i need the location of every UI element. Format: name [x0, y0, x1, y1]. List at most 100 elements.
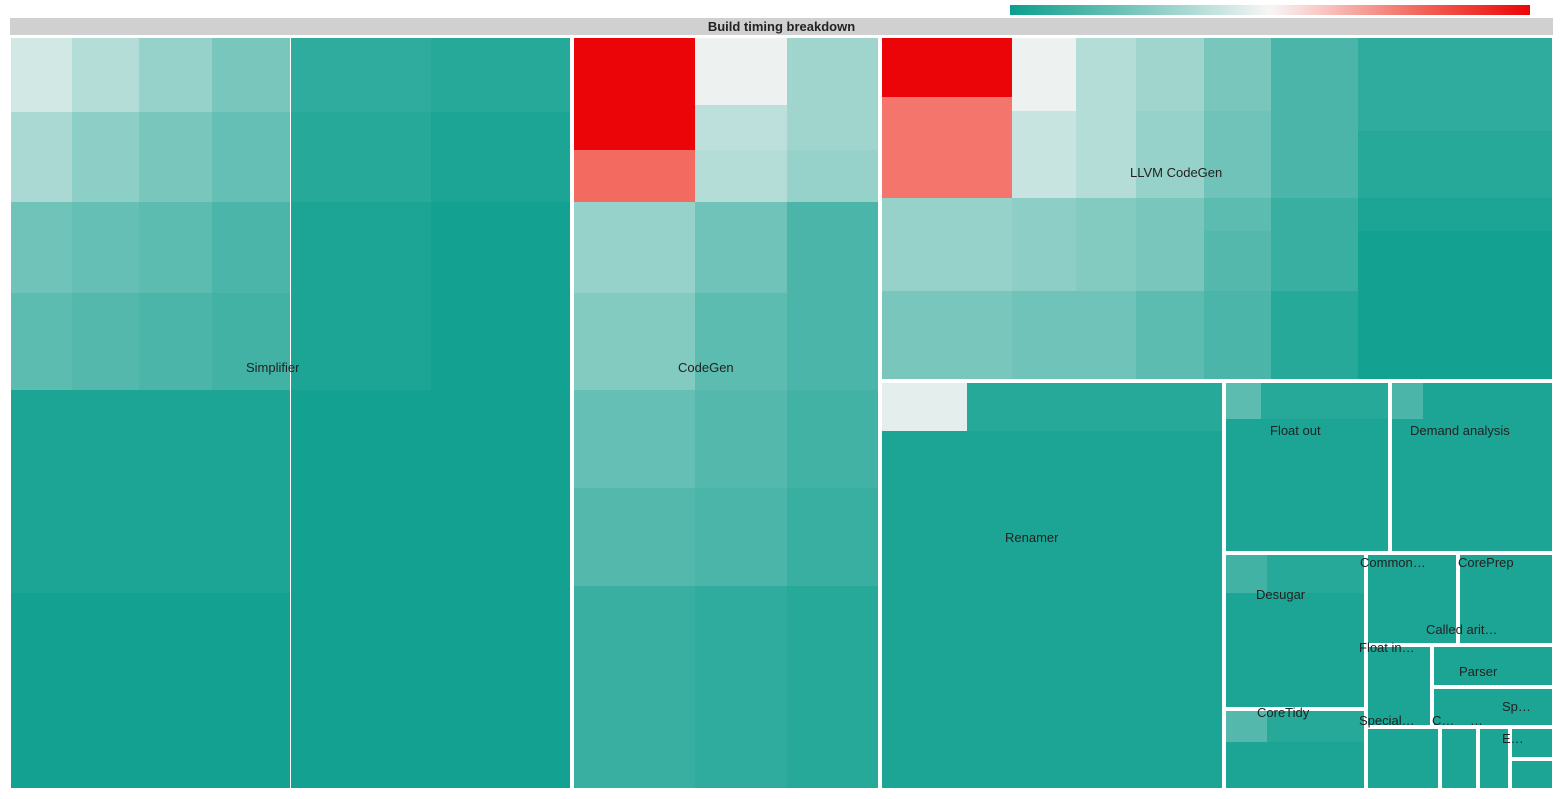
treemap-cell[interactable] [431, 593, 571, 789]
treemap-cell[interactable] [967, 382, 1224, 431]
treemap-cell[interactable] [212, 593, 291, 789]
treemap-cell[interactable] [1267, 554, 1365, 593]
treemap-cell[interactable] [10, 593, 72, 789]
treemap-cell[interactable] [72, 37, 139, 112]
treemap-cell[interactable] [573, 293, 695, 391]
treemap-cell[interactable] [1225, 742, 1267, 789]
treemap-cell[interactable] [139, 593, 212, 789]
treemap-cell[interactable] [72, 593, 139, 789]
treemap-cell[interactable] [787, 293, 879, 391]
treemap-cell[interactable] [881, 131, 1012, 198]
treemap-cell[interactable] [695, 586, 787, 789]
treemap-cell[interactable] [1271, 198, 1358, 231]
treemap-cell[interactable] [1459, 554, 1553, 644]
treemap-cell[interactable] [695, 202, 787, 292]
treemap-cell[interactable] [573, 390, 695, 488]
treemap-cell[interactable] [291, 112, 431, 202]
treemap-cell[interactable] [1261, 419, 1389, 552]
treemap-cell[interactable] [1423, 419, 1553, 552]
treemap-cell[interactable] [573, 37, 695, 105]
treemap-cell[interactable] [1271, 111, 1358, 132]
treemap-cell[interactable] [1271, 291, 1358, 380]
treemap-cell[interactable] [1358, 198, 1455, 231]
treemap-cell[interactable] [1012, 231, 1076, 291]
treemap-cell[interactable] [1225, 554, 1267, 593]
treemap-cell[interactable] [1076, 97, 1136, 111]
treemap-cell[interactable] [212, 37, 291, 112]
treemap-cell[interactable] [1225, 419, 1261, 552]
treemap-cell[interactable] [1511, 760, 1553, 789]
treemap-cell[interactable] [1204, 97, 1271, 111]
treemap-cell[interactable] [139, 202, 212, 292]
treemap-cell[interactable] [1456, 198, 1553, 231]
treemap-cell[interactable] [1479, 728, 1509, 789]
treemap-cell[interactable] [1136, 131, 1203, 198]
treemap-cell[interactable] [72, 112, 139, 202]
treemap-cell[interactable] [291, 593, 431, 789]
treemap-cell[interactable] [1012, 111, 1076, 132]
treemap-cell[interactable] [1433, 688, 1553, 726]
treemap-cell[interactable] [1511, 728, 1553, 758]
treemap-cell[interactable] [1423, 382, 1553, 419]
treemap-cell[interactable] [787, 390, 879, 488]
treemap-cell[interactable] [695, 105, 787, 150]
treemap-cell[interactable] [1225, 382, 1261, 419]
treemap-cell[interactable] [881, 231, 1012, 291]
treemap-cell[interactable] [1225, 710, 1267, 742]
treemap-cell[interactable] [1271, 231, 1358, 291]
treemap-cell[interactable] [431, 112, 571, 202]
treemap-cell[interactable] [787, 150, 879, 203]
treemap-cell[interactable] [1271, 131, 1358, 198]
treemap-cell[interactable] [1456, 231, 1553, 291]
treemap-cell[interactable] [881, 198, 1012, 231]
treemap-cell[interactable] [695, 150, 787, 203]
treemap-cell[interactable] [1076, 111, 1136, 132]
treemap-cell[interactable] [787, 105, 879, 150]
treemap-cell[interactable] [881, 291, 1012, 380]
treemap-cell[interactable] [881, 431, 967, 789]
treemap-cell[interactable] [1204, 111, 1271, 132]
treemap-cell[interactable] [695, 390, 787, 488]
treemap-cell[interactable] [72, 293, 139, 391]
treemap-cell[interactable] [787, 586, 879, 789]
treemap-cell[interactable] [881, 97, 1012, 111]
treemap-cell[interactable] [1358, 37, 1455, 97]
treemap-cell[interactable] [573, 202, 695, 292]
treemap-cell[interactable] [1136, 37, 1203, 97]
treemap-cell[interactable] [291, 37, 431, 112]
treemap-cell[interactable] [10, 202, 72, 292]
treemap-cell[interactable] [72, 202, 139, 292]
treemap-cell[interactable] [1012, 37, 1076, 97]
treemap-cell[interactable] [431, 202, 571, 292]
treemap-cell[interactable] [1076, 291, 1136, 380]
treemap-cell[interactable] [431, 390, 571, 593]
treemap-cell[interactable] [1358, 97, 1455, 111]
treemap-cell[interactable] [1076, 37, 1136, 97]
treemap-cell[interactable] [1441, 728, 1477, 789]
treemap-cell[interactable] [291, 293, 431, 391]
treemap-cell[interactable] [139, 37, 212, 112]
treemap-cell[interactable] [1204, 37, 1271, 97]
treemap-cell[interactable] [1367, 646, 1431, 726]
treemap-cell[interactable] [10, 112, 72, 202]
treemap-cell[interactable] [1456, 97, 1553, 111]
treemap-cell[interactable] [139, 112, 212, 202]
treemap-cell[interactable] [1204, 198, 1271, 231]
treemap-cell[interactable] [431, 37, 571, 112]
treemap-cell[interactable] [695, 37, 787, 105]
treemap-cell[interactable] [881, 37, 1012, 97]
treemap-cell[interactable] [1012, 291, 1076, 380]
treemap-cell[interactable] [1367, 728, 1439, 789]
treemap-cell[interactable] [212, 390, 291, 593]
treemap-cell[interactable] [139, 293, 212, 391]
treemap-cell[interactable] [291, 202, 431, 292]
treemap-cell[interactable] [1367, 554, 1457, 644]
treemap-cell[interactable] [881, 382, 967, 431]
treemap-cell[interactable] [787, 37, 879, 105]
treemap-cell[interactable] [1358, 131, 1455, 198]
treemap-cell[interactable] [1261, 382, 1389, 419]
treemap-cell[interactable] [1136, 291, 1203, 380]
treemap-cell[interactable] [72, 390, 139, 593]
treemap-cell[interactable] [1136, 198, 1203, 231]
treemap-cell[interactable] [1204, 131, 1271, 198]
